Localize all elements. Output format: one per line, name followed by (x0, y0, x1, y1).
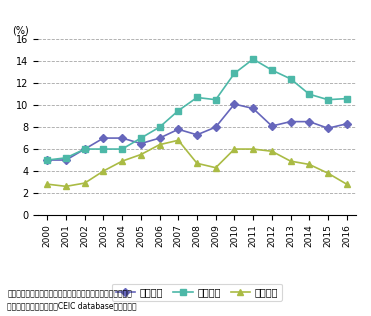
民営企恩 (344, 97, 349, 100)
Text: 資料：中国国家統計局、CEIC databaseから作成。: 資料：中国国家統計局、CEIC databaseから作成。 (7, 302, 137, 311)
国有企業 (64, 185, 68, 188)
民営企恩 (82, 147, 87, 151)
民営企恩 (101, 147, 106, 151)
国有企業 (270, 149, 274, 153)
民営企恩 (251, 57, 255, 61)
国有企業 (344, 182, 349, 186)
外資企晩 (45, 158, 50, 162)
国有企業 (157, 143, 162, 147)
民営企恩 (232, 71, 237, 75)
民営企恩 (45, 158, 50, 162)
民営企恩 (288, 77, 293, 81)
民営企恩 (213, 98, 218, 101)
民営企恩 (139, 136, 143, 140)
国有企業 (232, 147, 237, 151)
民営企恩 (120, 147, 124, 151)
Legend: 外資企晩, 民営企恩, 国有企業: 外資企晩, 民営企恩, 国有企業 (112, 283, 282, 301)
国有企業 (195, 161, 199, 165)
民営企恩 (307, 92, 312, 96)
外資企晩 (288, 120, 293, 124)
Line: 外資企晩: 外資企晩 (45, 101, 349, 163)
外資企晩 (232, 102, 237, 106)
外資企晩 (213, 125, 218, 129)
Text: 備考：ここでは、利益率＝総利益額／総資産額として計算。: 備考：ここでは、利益率＝総利益額／総資産額として計算。 (7, 289, 132, 298)
Line: 民営企恩: 民営企恩 (45, 56, 349, 163)
Text: (%): (%) (13, 26, 29, 36)
民営企恩 (176, 109, 181, 112)
民営企恩 (195, 96, 199, 100)
国有企業 (251, 147, 255, 151)
民営企恩 (326, 98, 330, 101)
国有企業 (288, 159, 293, 163)
国有企業 (101, 169, 106, 173)
外資企晩 (344, 122, 349, 126)
外資企晩 (82, 147, 87, 151)
国有企業 (82, 181, 87, 185)
国有企業 (139, 153, 143, 156)
民営企恩 (157, 125, 162, 129)
国有企業 (176, 138, 181, 142)
外資企晩 (251, 106, 255, 110)
外資企晩 (101, 136, 106, 140)
外資企晩 (307, 120, 312, 124)
外資企晩 (326, 126, 330, 130)
民営企恩 (270, 68, 274, 72)
国有企業 (45, 182, 50, 186)
国有企業 (120, 159, 124, 163)
外資企晩 (64, 158, 68, 162)
外資企晩 (157, 136, 162, 140)
外資企晩 (270, 124, 274, 128)
外資企晩 (195, 133, 199, 137)
Line: 国有企業: 国有企業 (45, 137, 349, 189)
国有企業 (326, 171, 330, 175)
外資企晩 (120, 136, 124, 140)
国有企業 (213, 166, 218, 170)
外資企晩 (176, 127, 181, 131)
民営企恩 (64, 156, 68, 160)
国有企業 (307, 162, 312, 166)
外資企晩 (139, 142, 143, 145)
